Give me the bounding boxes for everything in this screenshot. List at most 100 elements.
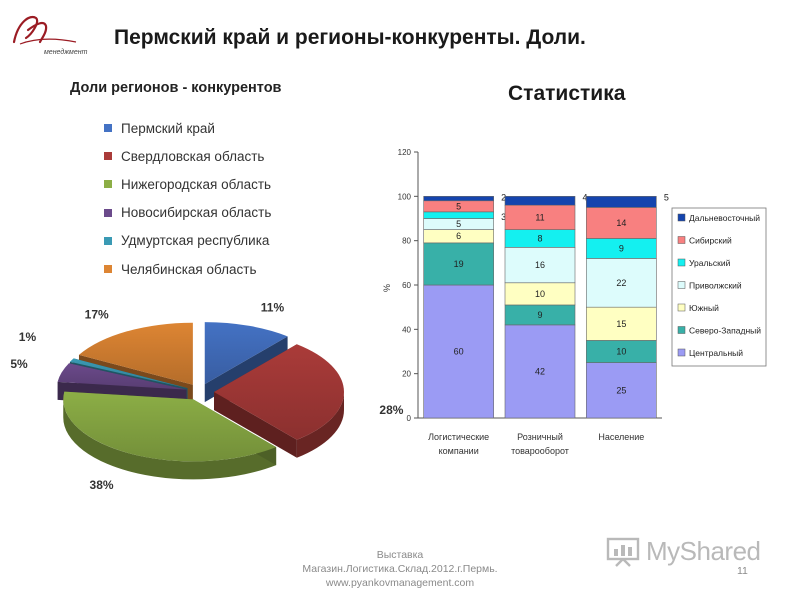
bar-data-label: 60 <box>454 347 464 357</box>
pie-slice-side <box>63 399 277 480</box>
bar-data-label: 3 <box>501 212 506 222</box>
bar-segment <box>504 247 576 284</box>
y-tick-label: 120 <box>398 148 412 157</box>
company-logo: менеджмент <box>12 15 88 56</box>
presentation-icon <box>606 537 640 567</box>
page-number: 11 <box>737 565 748 577</box>
footer: Выставка Магазин.Логистика.Склад.2012.г.… <box>260 548 540 590</box>
pie-data-label: 38% <box>90 478 114 492</box>
bar-segment <box>504 204 576 230</box>
pie-slice-top <box>63 391 277 462</box>
legend-swatch <box>104 265 112 274</box>
pie-legend: Пермский край Свердловская область Нижег… <box>104 114 271 283</box>
legend-label: Новосибирская область <box>121 205 272 221</box>
legend-swatch <box>104 180 112 189</box>
legend-label: Нижегородская область <box>121 176 272 192</box>
pie-slice-side <box>296 392 344 458</box>
pie-slice-top <box>69 358 188 389</box>
legend-label: Удмуртская республика <box>121 233 270 249</box>
legend-label: Центральный <box>689 348 743 358</box>
bar-data-label: 42 <box>535 366 545 376</box>
pie-data-label: 5% <box>10 357 28 371</box>
legend-label: Пермский край <box>121 120 215 136</box>
pie-data-label: 28% <box>379 403 403 417</box>
bar-segment <box>586 196 657 208</box>
pie-slice-edge <box>214 392 297 458</box>
legend-label: Северо-Западный <box>689 326 761 336</box>
pie-slice-top <box>57 363 187 390</box>
bar-data-label: 10 <box>535 289 545 299</box>
x-tick-label: Население <box>598 432 644 442</box>
bar-data-label: 19 <box>454 259 464 269</box>
legend-label: Челябинская область <box>121 261 257 277</box>
legend-label: Уральский <box>689 258 731 268</box>
legend-swatch <box>677 236 686 244</box>
legend-label: Сибирский <box>689 236 732 246</box>
pie-data-label: 1% <box>19 330 37 344</box>
x-tick-label: Розничный <box>517 432 563 442</box>
legend-label: Южный <box>689 303 719 313</box>
pie-legend-item: Новосибирская область <box>104 199 271 227</box>
bar-data-label: 5 <box>456 219 461 229</box>
bar-data-label: 9 <box>537 310 542 320</box>
bar-data-label: 16 <box>535 260 545 270</box>
bar-data-label: 8 <box>537 233 542 243</box>
legend-swatch <box>677 326 686 334</box>
legend-swatch <box>677 258 686 267</box>
bar-segment <box>423 196 494 202</box>
y-tick-label: 60 <box>402 281 411 290</box>
bar-segment <box>504 324 576 419</box>
bar-data-label: 10 <box>616 347 626 357</box>
x-tick-label: товарооборот <box>511 446 569 456</box>
pie-data-label: 11% <box>261 300 285 314</box>
legend-label: Дальневосточный <box>689 213 760 223</box>
footer-line: Выставка <box>376 549 424 561</box>
legend-swatch <box>677 303 686 312</box>
pie-legend-item: Челябинская область <box>104 255 271 283</box>
bar-data-label: 25 <box>616 385 626 395</box>
bar-segment <box>504 196 576 206</box>
pie-slice <box>63 391 277 480</box>
pie-slice-top <box>204 322 288 385</box>
legend-swatch <box>677 213 686 222</box>
pie-legend-item: Свердловская область <box>104 142 271 170</box>
bar-legend <box>671 207 767 367</box>
pie-legend-item: Пермский край <box>104 114 271 142</box>
y-tick-label: 20 <box>402 370 411 379</box>
logo-text: менеджмент <box>44 48 88 56</box>
bar-segment <box>423 211 494 219</box>
pie-slice-top <box>78 322 193 385</box>
bar-segment <box>586 362 657 419</box>
pie-slice-top <box>214 344 344 440</box>
y-tick-label: 80 <box>402 237 411 246</box>
bar-data-label: 22 <box>616 278 626 288</box>
bar-chart-title: Статистика <box>508 82 626 105</box>
legend-swatch <box>104 152 112 161</box>
slide-title: Пермский край и регионы-конкуренты. Доли… <box>114 26 586 49</box>
footer-line: Магазин.Логистика.Склад.2012.г.Пермь. <box>302 563 498 575</box>
bar-segment <box>586 306 657 341</box>
y-tick-label: 40 <box>402 325 411 334</box>
legend-swatch <box>677 281 686 289</box>
bar-data-label: 9 <box>619 243 624 253</box>
bar-data-label: 15 <box>616 319 626 329</box>
legend-swatch <box>104 208 112 217</box>
y-axis-label: % <box>382 284 392 292</box>
bar-data-label: 4 <box>582 192 587 202</box>
bar-segment <box>423 284 494 419</box>
bar-data-label: 2 <box>501 192 506 202</box>
bar-data-label: 5 <box>456 201 461 211</box>
bar-data-label: 11 <box>535 212 544 222</box>
bar-data-label: 6 <box>456 231 461 241</box>
y-tick-label: 0 <box>407 414 412 423</box>
bar-segment <box>586 258 657 308</box>
watermark: MyShared <box>606 536 761 567</box>
pie-data-label: 17% <box>85 307 109 321</box>
watermark-text: MyShared <box>646 536 761 566</box>
pie-slice <box>214 344 344 458</box>
pie-legend-item: Удмуртская республика <box>104 227 271 255</box>
legend-swatch <box>104 236 112 245</box>
bar-data-label: 5 <box>664 192 669 202</box>
legend-label: Свердловская область <box>121 148 265 164</box>
